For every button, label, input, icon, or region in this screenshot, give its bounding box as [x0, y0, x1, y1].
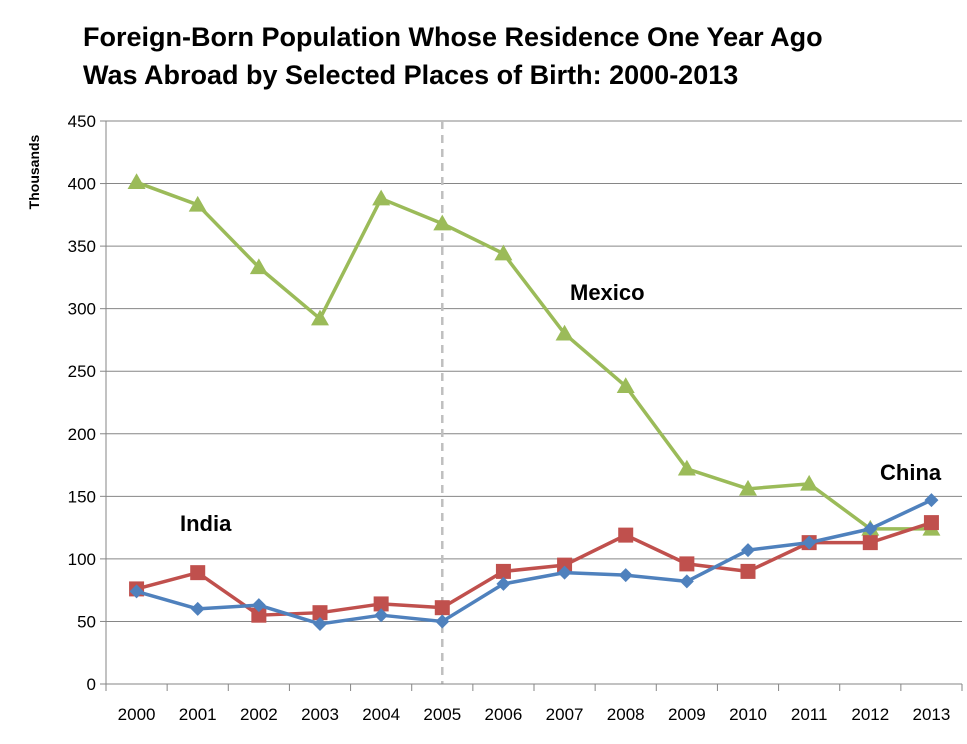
x-tick-label-2006: 2006 — [485, 705, 523, 724]
series-line-china — [136, 498, 933, 626]
point-india-2010 — [740, 563, 756, 579]
point-mexico-2003 — [311, 309, 329, 326]
y-tick-label-200: 200 — [68, 425, 96, 444]
point-india-2007 — [557, 557, 573, 573]
y-tick-label-100: 100 — [68, 550, 96, 569]
y-tick-label-0: 0 — [87, 675, 96, 694]
point-mexico-2005 — [433, 214, 452, 231]
x-tick-label-2008: 2008 — [607, 705, 645, 724]
y-axis-ticks: 0 50 100 150 200 250 300 350 400 450 — [68, 112, 106, 694]
x-tick-label-2000: 2000 — [118, 705, 156, 724]
chart-title-line-1: Foreign-Born Population Whose Residence … — [83, 22, 823, 52]
y-tick-label-300: 300 — [68, 300, 96, 319]
x-tick-label-2002: 2002 — [240, 705, 278, 724]
point-mexico-2000 — [127, 173, 146, 190]
y-axis-label: Thousands — [26, 134, 42, 209]
point-china-2001 — [190, 601, 205, 616]
y-tick-label-250: 250 — [68, 362, 96, 381]
x-tick-label-2011: 2011 — [791, 705, 828, 724]
point-china-2009 — [679, 574, 694, 589]
x-axis-ticks: 2000 2001 2002 2003 2004 2005 2006 2007 2008 2009… — [105, 684, 963, 724]
point-china-2012 — [863, 521, 878, 536]
point-china-2013 — [924, 493, 939, 508]
point-india-2006 — [495, 563, 511, 579]
point-mexico-2006 — [494, 244, 513, 261]
annotation-india: India — [180, 511, 232, 536]
point-india-2012 — [862, 535, 878, 551]
point-india-2013 — [923, 515, 939, 531]
point-mexico-2008 — [616, 377, 635, 393]
x-tick-label-2001: 2001 — [179, 705, 217, 724]
point-mexico-2007 — [555, 324, 574, 341]
point-china-2007 — [557, 565, 572, 580]
point-mexico-2004 — [372, 189, 391, 206]
x-tick-label-2010: 2010 — [729, 705, 767, 724]
point-mexico-2011 — [800, 474, 819, 491]
grid-lines — [106, 120, 962, 622]
chart-title-line-2: Was Abroad by Selected Places of Birth: … — [83, 60, 739, 90]
y-tick-label-350: 350 — [68, 237, 96, 256]
point-india-2004 — [373, 596, 389, 612]
x-tick-label-2012: 2012 — [851, 705, 889, 724]
series-mexico — [127, 173, 941, 536]
annotation-mexico: Mexico — [570, 280, 645, 305]
point-china-2005 — [435, 614, 450, 629]
point-china-2011 — [802, 535, 817, 550]
x-tick-label-2007: 2007 — [546, 705, 584, 724]
y-tick-label-50: 50 — [77, 612, 96, 631]
point-mexico-2009 — [677, 459, 696, 476]
series-group — [127, 173, 941, 631]
series-india — [129, 515, 939, 623]
point-china-2002 — [251, 598, 266, 613]
point-china-2000 — [129, 584, 144, 599]
x-tick-label-2003: 2003 — [301, 705, 339, 724]
chart-title: Foreign-Born Population Whose Residence … — [83, 18, 943, 94]
x-tick-label-2013: 2013 — [913, 705, 951, 724]
point-china-2006 — [496, 576, 511, 591]
y-tick-label-450: 450 — [68, 112, 96, 131]
x-tick-label-2005: 2005 — [423, 705, 461, 724]
point-mexico-2002 — [249, 258, 268, 275]
series-china — [129, 493, 939, 631]
point-china-2004 — [374, 608, 389, 623]
point-china-2010 — [741, 543, 755, 558]
point-india-2001 — [190, 565, 206, 581]
x-tick-label-2009: 2009 — [668, 705, 706, 724]
point-india-2002 — [251, 607, 267, 623]
y-tick-label-150: 150 — [68, 487, 96, 506]
x-tick-label-2004: 2004 — [362, 705, 400, 724]
point-india-2003 — [312, 605, 328, 621]
point-india-2008 — [618, 527, 634, 543]
series-line-india — [136, 520, 932, 617]
point-mexico-2010 — [739, 479, 757, 496]
point-mexico-2001 — [188, 195, 207, 212]
series-line-mexico — [135, 180, 932, 531]
y-tick-label-400: 400 — [68, 175, 96, 194]
point-china-2008 — [618, 568, 633, 583]
point-india-2009 — [679, 556, 695, 572]
annotation-china: China — [880, 460, 942, 485]
point-india-2005 — [434, 600, 450, 616]
point-china-2003 — [313, 616, 327, 631]
